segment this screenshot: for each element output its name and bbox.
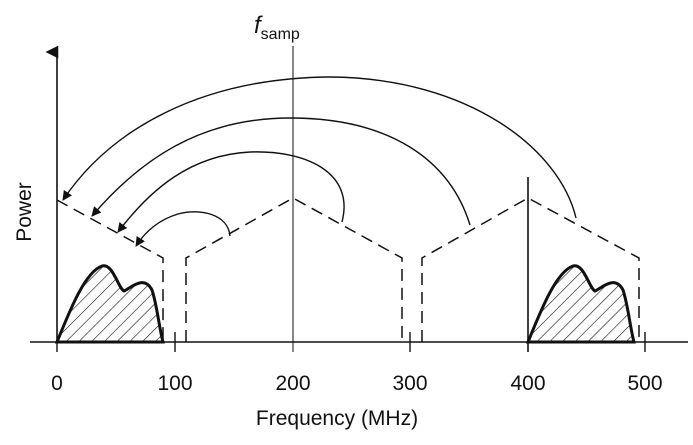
x-tick-label-300: 300 [392, 372, 427, 395]
fold-arrow-second [91, 117, 471, 226]
x-axis-title: Frequency (MHz) [256, 407, 418, 430]
fsamp-label-sub: samp [261, 26, 300, 43]
x-tick-label-0: 0 [51, 372, 63, 395]
original-signal-spectrum [525, 264, 636, 344]
alias-band-0-90 [56, 199, 164, 342]
dashed-alias-bands [56, 197, 640, 342]
y-axis-title: Power [13, 182, 36, 242]
x-tick-label-100: 100 [157, 372, 192, 395]
aliased-signal-spectrum [54, 264, 165, 344]
fsamp-label: fsamp [254, 12, 300, 43]
x-tick-label-400: 400 [510, 372, 545, 395]
fold-arrow-third [117, 151, 345, 233]
alias-band-110-290 [185, 197, 403, 342]
fsamp-label-main: f [254, 12, 263, 39]
x-tick-label-500: 500 [627, 372, 662, 395]
x-tick-label-200: 200 [275, 372, 310, 395]
fold-arrow-inner [135, 211, 231, 247]
fold-arrow-outer [62, 76, 577, 219]
